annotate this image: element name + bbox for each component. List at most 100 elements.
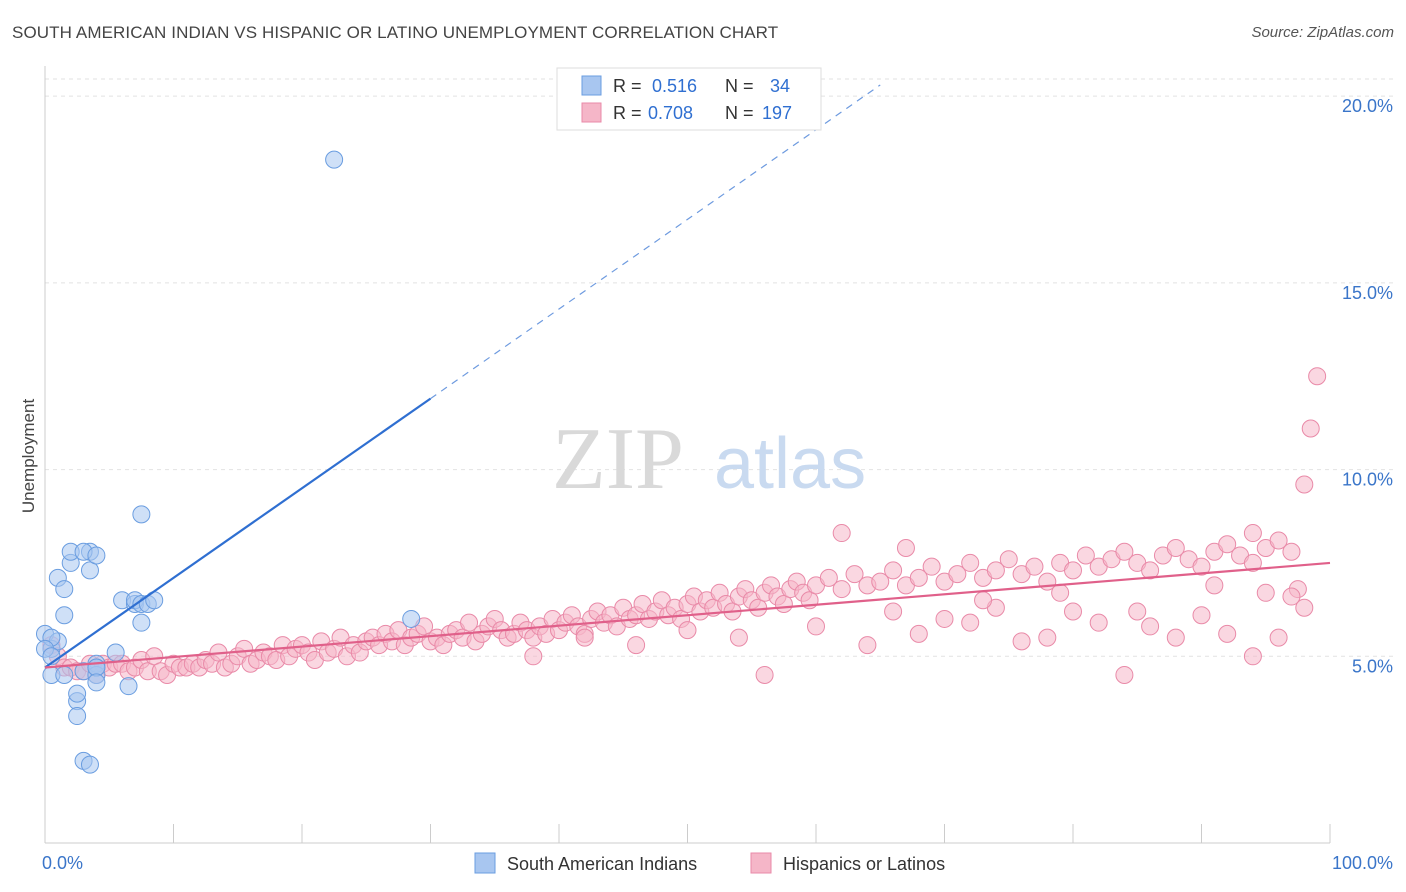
hispanics-point-166 (807, 617, 825, 636)
chart-source: Source: ZipAtlas.com (1251, 24, 1394, 41)
hispanics-point-187 (1282, 587, 1301, 606)
hispanics-point-121 (832, 580, 851, 599)
hispanics-point-156 (1282, 542, 1301, 561)
hispanics-point-176 (1218, 624, 1237, 643)
trend-line-hispanics-or-latinos (44, 561, 1331, 669)
chart-title: SOUTH AMERICAN INDIAN VS HISPANIC OR LAT… (12, 23, 779, 42)
hispanics-point-127 (909, 568, 928, 587)
hispanics-point-181 (896, 538, 915, 557)
x-tick-label-0: 0.0% (42, 853, 83, 873)
south-american-indians-point-19 (87, 546, 106, 565)
series-south-american-indians-points (36, 150, 421, 774)
gridlines (45, 78, 1393, 657)
legend-label-hispanics-or-latinos: Hispanics or Latinos (783, 854, 945, 874)
south-american-indians-point-25 (106, 643, 125, 662)
stats-legend-r-value-2: 0.708 (648, 103, 693, 123)
south-american-indians-point-24 (87, 673, 106, 692)
hispanics-point-130 (948, 565, 967, 584)
axes (44, 66, 1331, 844)
hispanics-point-162 (627, 636, 646, 655)
hispanics-point-133 (986, 561, 1005, 580)
hispanics-point-175 (1166, 628, 1185, 647)
trend-line-south-american-indians-extension (430, 84, 881, 400)
trend-line-south-american-indians (44, 397, 432, 669)
hispanics-point-131 (961, 553, 980, 572)
series-hispanics-points (42, 367, 1327, 684)
stats-legend-n-value-2: 197 (762, 103, 792, 123)
watermark-zip: ZIP (552, 411, 684, 508)
legend-label-south-american-indians: South American Indians (507, 854, 697, 874)
hispanics-point-178 (1269, 628, 1288, 647)
south-american-indians-point-6 (55, 606, 74, 625)
south-american-indians-point-35 (325, 150, 344, 169)
south-american-indians-point-30 (132, 613, 151, 632)
hispanics-point-161 (575, 628, 594, 647)
hispanics-point-140 (1076, 546, 1095, 565)
hispanics-point-164 (729, 628, 748, 647)
hispanics-point-183 (1064, 602, 1082, 621)
hispanics-point-149 (1192, 557, 1211, 576)
y-tick-labels: 5.0% 10.0% 15.0% 20.0% (1342, 96, 1393, 676)
hispanics-point-136 (1025, 557, 1044, 576)
south-american-indians-point-5 (55, 580, 74, 599)
hispanics-point-143 (1115, 542, 1134, 561)
hispanics-point-169 (961, 613, 980, 632)
hispanics-point-185 (1243, 524, 1262, 543)
hispanics-point-157 (1295, 475, 1314, 494)
south-american-indians-point-11 (68, 684, 87, 703)
hispanics-point-145 (1141, 561, 1160, 580)
hispanics-point-177 (1243, 647, 1262, 666)
trend-lines (44, 84, 1331, 669)
hispanics-point-172 (1089, 613, 1108, 632)
hispanics-point-159 (1308, 367, 1327, 386)
stats-legend-n-label-1: N = (725, 76, 754, 96)
series-legend: South American Indians Hispanics or Lati… (474, 852, 945, 874)
hispanics-point-158 (1301, 419, 1320, 438)
hispanics-point-163 (678, 621, 697, 640)
stats-legend-r-label-1: R = (613, 76, 642, 96)
hispanics-point-155 (1269, 531, 1288, 550)
hispanics-point-189 (1205, 576, 1224, 595)
y-tick-label-1: 10.0% (1342, 470, 1393, 490)
hispanics-point-134 (999, 550, 1018, 569)
hispanics-point-193 (935, 609, 954, 628)
hispanics-point-124 (871, 572, 890, 591)
stats-legend-swatch-blue (581, 75, 602, 96)
south-american-indians-point-27 (119, 677, 138, 696)
hispanics-point-65 (460, 613, 479, 632)
south-american-indians-point-36 (402, 609, 421, 628)
hispanics-point-120 (819, 568, 838, 587)
hispanics-point-180 (832, 524, 851, 543)
stats-legend: R = 0.516 N = 34 R = 0.708 N = 197 (556, 67, 822, 131)
hispanics-point-168 (909, 624, 928, 643)
south-american-indians-point-12 (68, 707, 87, 726)
x-tick-labels: 0.0% 100.0% (42, 853, 1393, 873)
hispanics-point-30 (235, 639, 254, 658)
stats-legend-swatch-pink (581, 102, 602, 123)
watermark: ZIP atlas (552, 411, 866, 508)
y-tick-label-2: 15.0% (1342, 283, 1393, 303)
south-american-indians-point-18 (80, 755, 99, 774)
hispanics-point-174 (1141, 617, 1160, 636)
hispanics-point-173 (1115, 665, 1134, 684)
y-axis-label: Unemployment (19, 399, 38, 514)
x-tick-label-1: 100.0% (1332, 853, 1393, 873)
stats-legend-r-value-1: 0.516 (652, 76, 697, 96)
stats-legend-r-label-2: R = (613, 103, 642, 123)
hispanics-point-139 (1064, 561, 1082, 580)
hispanics-point-190 (1128, 602, 1147, 621)
hispanics-point-179 (1295, 598, 1314, 617)
stats-legend-n-label-2: N = (725, 103, 754, 123)
hispanics-point-184 (1192, 606, 1211, 625)
hispanics-point-188 (1256, 583, 1275, 602)
y-tick-label-0: 5.0% (1352, 656, 1393, 676)
hispanics-point-167 (858, 636, 877, 655)
hispanics-point-192 (974, 591, 993, 610)
stats-legend-n-value-1: 34 (770, 76, 790, 96)
hispanics-point-165 (755, 665, 774, 684)
hispanics-point-170 (1012, 632, 1031, 651)
watermark-atlas: atlas (714, 424, 866, 504)
legend-swatch-hispanics-or-latinos (750, 852, 772, 874)
hispanics-point-194 (884, 602, 903, 621)
